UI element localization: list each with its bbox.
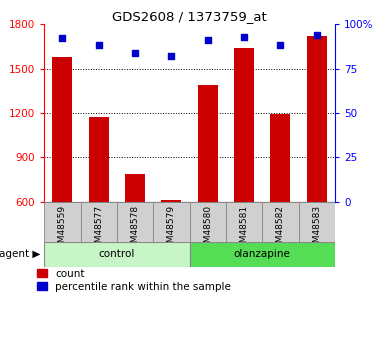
Bar	[52, 57, 72, 291]
Legend: count, percentile rank within the sample: count, percentile rank within the sample	[37, 269, 231, 292]
Bar	[299, 202, 335, 242]
Bar	[190, 241, 335, 267]
Bar	[44, 241, 190, 267]
Bar	[89, 117, 109, 291]
Bar	[198, 85, 218, 291]
Bar	[125, 174, 145, 291]
Bar	[161, 200, 181, 291]
Bar	[262, 202, 299, 242]
Bar	[226, 202, 262, 242]
Bar	[307, 36, 327, 291]
Text: GSM48582: GSM48582	[276, 205, 285, 254]
Text: olanzapine: olanzapine	[234, 249, 291, 259]
Bar	[153, 202, 190, 242]
Text: GSM48580: GSM48580	[203, 205, 212, 254]
Point	[132, 50, 138, 55]
Bar	[44, 202, 80, 242]
Text: control: control	[99, 249, 135, 259]
Point	[168, 53, 174, 59]
Point	[314, 32, 320, 38]
Point	[241, 34, 247, 39]
Text: GSM48578: GSM48578	[131, 205, 140, 254]
Title: GDS2608 / 1373759_at: GDS2608 / 1373759_at	[112, 10, 267, 23]
Text: GSM48583: GSM48583	[312, 205, 321, 254]
Text: GSM48579: GSM48579	[167, 205, 176, 254]
Text: GSM48581: GSM48581	[239, 205, 249, 254]
Bar	[190, 202, 226, 242]
Text: GSM48559: GSM48559	[58, 205, 67, 254]
Point	[59, 36, 65, 41]
Point	[277, 43, 283, 48]
Text: agent ▶: agent ▶	[0, 249, 40, 259]
Bar	[270, 114, 290, 291]
Point	[205, 37, 211, 43]
Bar	[80, 202, 117, 242]
Bar	[117, 202, 153, 242]
Text: GSM48577: GSM48577	[94, 205, 103, 254]
Bar	[234, 48, 254, 291]
Point	[96, 43, 102, 48]
